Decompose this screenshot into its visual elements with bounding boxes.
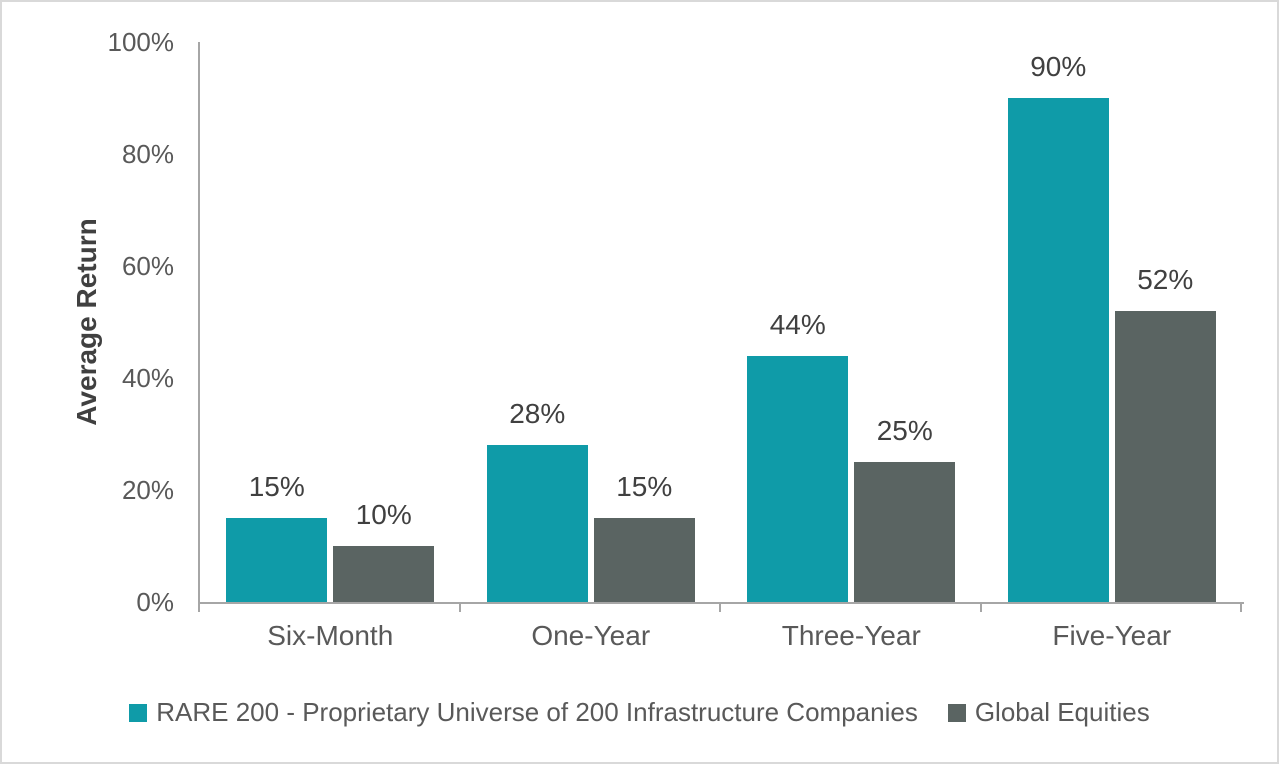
data-label-global-equities-five-year: 52% (1137, 263, 1194, 295)
data-label-rare-200-proprietary-uni-six-month: 15% (248, 471, 305, 502)
bar-rare-200-proprietary-uni-three-year (747, 355, 849, 602)
data-label-rare-200-proprietary-uni-three-year: 44% (769, 308, 826, 340)
data-label-global-equities-three-year: 25% (876, 415, 933, 446)
data-label-global-equities-six-month: 10% (355, 499, 412, 530)
bar-rare-200-proprietary-uni-one-year (486, 445, 588, 602)
data-label-global-equities-one-year: 15% (616, 471, 673, 502)
bar-global-equities-six-month (333, 546, 435, 602)
legend-swatch-global-equities (947, 703, 966, 722)
y-axis-title: Average Return (71, 218, 102, 426)
x-category-label-five-year: Five-Year (1052, 620, 1172, 651)
x-axis-line (198, 602, 1244, 604)
data-label-rare-200-proprietary-uni-one-year: 28% (509, 398, 566, 430)
x-category-label-six-month: Six-Month (267, 620, 394, 651)
y-tick-label-40: 40% (121, 363, 174, 393)
x-axis-tick (979, 602, 982, 612)
legend: RARE 200 - Proprietary Universe of 200 I… (2, 697, 1277, 728)
legend-swatch-rare-200-proprietary-uni (129, 703, 148, 722)
bar-rare-200-proprietary-uni-five-year (1007, 98, 1109, 602)
y-tick-label-80: 80% (121, 139, 174, 169)
bar-global-equities-one-year (593, 518, 695, 602)
legend-label-rare-200-proprietary-uni: RARE 200 - Proprietary Universe of 200 I… (156, 697, 918, 727)
y-tick-label-0: 0% (136, 587, 174, 617)
bar-global-equities-three-year (854, 462, 956, 602)
y-tick-label-100: 100% (107, 27, 175, 57)
data-label-rare-200-proprietary-uni-five-year: 90% (1030, 51, 1087, 82)
x-axis-tick (458, 602, 461, 612)
y-tick-label-60: 60% (121, 251, 174, 281)
x-axis-tick (1240, 602, 1242, 612)
legend-label-global-equities: Global Equities (974, 697, 1150, 727)
x-axis-tick (719, 602, 721, 612)
bar-global-equities-five-year (1114, 310, 1216, 602)
legend-item-global-equities: Global Equities (947, 697, 1150, 728)
x-axis-tick (198, 602, 200, 612)
y-tick-label-20: 20% (121, 475, 174, 505)
x-category-label-three-year: Three-Year (781, 620, 921, 651)
legend-item-rare-200-proprietary-uni: RARE 200 - Proprietary Universe of 200 I… (129, 697, 918, 728)
bar-rare-200-proprietary-uni-six-month (226, 518, 328, 602)
x-category-label-one-year: One-Year (531, 620, 651, 651)
y-axis-line (198, 42, 200, 602)
